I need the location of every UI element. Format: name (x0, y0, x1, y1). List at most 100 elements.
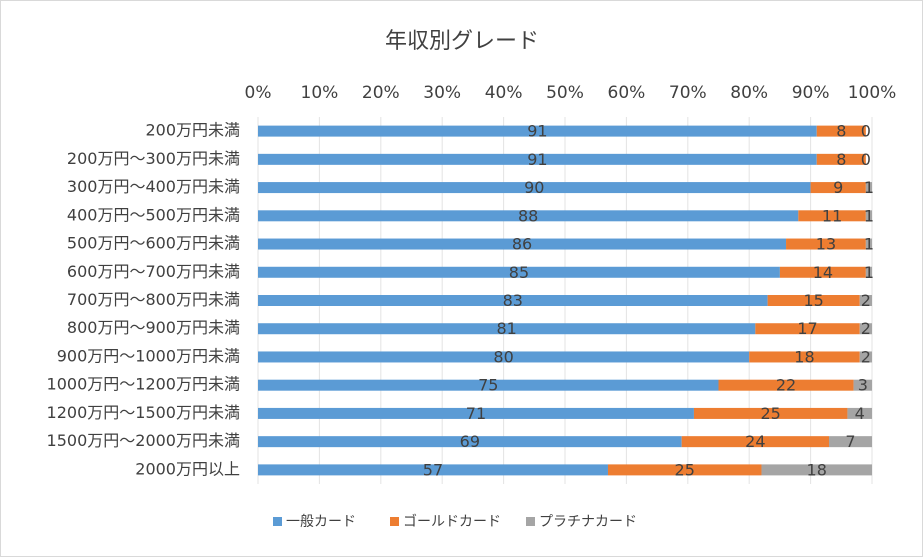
data-label: 8 (836, 122, 846, 141)
bar-segment (258, 153, 817, 165)
data-label: 8 (836, 150, 846, 169)
bar-segment (718, 379, 854, 391)
data-label: 3 (858, 376, 868, 395)
bar-segment (258, 351, 750, 363)
bar-segment (258, 238, 787, 250)
x-tick-label: 90% (792, 83, 830, 103)
data-label: 85 (509, 263, 529, 282)
data-label: 1 (864, 263, 874, 282)
data-label: 1 (864, 235, 874, 254)
data-label: 2 (861, 347, 871, 366)
data-label: 15 (803, 291, 823, 310)
data-label: 91 (527, 150, 547, 169)
bar-segment (865, 210, 872, 222)
y-tick-label: 1000万円～1200万円未満 (47, 375, 240, 394)
data-label: 4 (855, 404, 865, 423)
x-tick-label: 30% (423, 83, 461, 103)
bar-segment (859, 351, 872, 363)
data-label: 75 (478, 376, 498, 395)
legend-label: プラチナカード (539, 514, 637, 530)
data-label: 0 (861, 150, 871, 169)
data-label: 71 (466, 404, 486, 423)
bar-segment (607, 464, 762, 476)
bar-segment (816, 153, 866, 165)
bar-segment (258, 210, 799, 222)
data-label: 25 (761, 404, 781, 423)
chart-title: 年収別グレード (385, 29, 539, 54)
bar-segment (865, 266, 872, 278)
data-label: 86 (512, 235, 532, 254)
bar-segment (693, 407, 848, 419)
bar-segment (853, 379, 872, 391)
data-label: 90 (524, 178, 544, 197)
legend-label: 一般カード (286, 514, 356, 530)
bar-segment (258, 182, 811, 194)
data-label: 7 (845, 432, 855, 451)
data-label: 83 (503, 291, 523, 310)
bar-segment (847, 407, 872, 419)
bar-segment (786, 238, 866, 250)
x-tick-label: 70% (669, 83, 707, 103)
x-tick-label: 20% (362, 83, 400, 103)
bar-segment (258, 464, 608, 476)
y-tick-label: 800万円～900万円未満 (67, 318, 240, 337)
y-tick-label: 400万円～500万円未満 (67, 205, 240, 224)
data-label: 9 (833, 178, 843, 197)
data-label: 13 (816, 235, 836, 254)
bar-segment (749, 351, 860, 363)
data-label: 18 (807, 460, 827, 479)
data-label: 0 (861, 122, 871, 141)
data-label: 2 (861, 319, 871, 338)
data-label: 88 (518, 206, 538, 225)
bar-segment (859, 323, 872, 335)
x-tick-label: 100% (848, 83, 897, 103)
bar-segment (865, 182, 872, 194)
y-tick-label: 700万円～800万円未満 (67, 290, 240, 309)
bar-segment (816, 125, 866, 137)
data-label: 81 (496, 319, 516, 338)
data-label: 1 (864, 206, 874, 225)
x-tick-label: 80% (730, 83, 768, 103)
y-tick-label: 500万円～600万円未満 (67, 234, 240, 253)
y-tick-label: 300万円～400万円未満 (67, 177, 240, 196)
data-label: 11 (822, 206, 842, 225)
data-label: 69 (460, 432, 480, 451)
bar-segment (258, 407, 694, 419)
bar-segment (798, 210, 866, 222)
data-label: 25 (675, 460, 695, 479)
x-tick-label: 10% (301, 83, 339, 103)
bar-segment (258, 379, 719, 391)
bar-segment (258, 125, 817, 137)
bar-segment (258, 323, 756, 335)
x-tick-label: 60% (608, 83, 646, 103)
data-label: 1 (864, 178, 874, 197)
bar-segment (810, 182, 866, 194)
y-tick-label: 1500万円～2000万円未満 (47, 431, 240, 450)
data-label: 17 (797, 319, 817, 338)
bar-segment (865, 238, 872, 250)
data-label: 2 (861, 291, 871, 310)
bar-segment (681, 436, 830, 448)
data-label: 18 (794, 347, 814, 366)
bar-segment (859, 295, 872, 306)
data-label: 24 (745, 432, 765, 451)
bar-segment (755, 323, 860, 335)
legend-label: ゴールドカード (403, 513, 501, 530)
bar-segment (258, 266, 780, 278)
y-tick-label: 200万円未満 (145, 121, 240, 140)
y-tick-label: 200万円～300万円未満 (67, 149, 240, 168)
bar-segment (829, 436, 872, 448)
bar-segment (761, 464, 872, 476)
y-tick-label: 2000万円以上 (135, 459, 240, 478)
data-label: 22 (776, 376, 796, 395)
x-tick-label: 0% (245, 83, 272, 103)
y-tick-label: 600万円～700万円未満 (67, 262, 240, 281)
legend-marker (273, 517, 282, 526)
legend-marker (526, 517, 535, 526)
legend-marker (390, 517, 399, 526)
x-tick-label: 40% (485, 83, 523, 103)
y-tick-label: 1200万円～1500万円未満 (47, 403, 240, 422)
data-label: 14 (813, 263, 833, 282)
